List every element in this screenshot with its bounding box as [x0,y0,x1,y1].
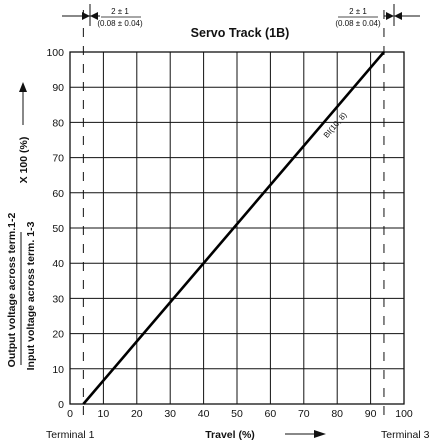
tolerance-imperial-left: (0.08 ± 0.04) [97,19,143,28]
x-tick-label: 90 [365,408,377,420]
y-tick-label: 20 [52,329,64,341]
x-tick-label: 0 [67,408,73,420]
x-axis-arrow [285,430,326,438]
y-axis-arrow [19,82,27,125]
x-tick-label: 80 [331,408,343,420]
y-axis-label-bottom: Input voltage across term. 1-3 [25,221,37,370]
x-tick-labels: 0 10 20 30 40 50 60 70 80 90 100 [67,408,413,420]
terminal-3-label: Terminal 3 [381,429,430,441]
grid-lines [69,51,405,405]
series-layer [82,51,385,405]
x-tick-label: 10 [98,408,110,420]
x-tick-label: 70 [298,408,310,420]
y-tick-label: 70 [52,153,64,165]
tolerance-dimension-left: 2 ± 1 (0.08 ± 0.04) [62,4,143,28]
terminal-1-label: Terminal 1 [46,429,95,441]
tolerance-dimension-right: 2 ± 1 (0.08 ± 0.04) [335,4,420,28]
y-axis-multiplier: X 100 (%) [18,137,30,184]
x-tick-label: 60 [265,408,277,420]
x-tick-label: 100 [395,408,413,420]
x-tick-label: 50 [231,408,243,420]
y-tick-label: 40 [52,258,64,270]
y-tick-label: 100 [46,47,64,59]
terminal-markers [82,10,385,418]
y-tick-label: 30 [52,293,64,305]
y-tick-label: 50 [52,223,64,235]
y-tick-label: 0 [58,399,64,411]
y-axis-label-top: Output voltage across term.1-2 [6,213,18,368]
servo-track-line [82,51,385,405]
tolerance-imperial-right: (0.08 ± 0.04) [335,19,381,28]
tolerance-value-left: 2 ± 1 [111,7,129,16]
chart-title: Servo Track (1B) [191,26,290,40]
y-tick-label: 90 [52,82,64,94]
plot-frame [69,51,405,405]
y-tick-label: 80 [52,117,64,129]
y-tick-label: 10 [52,364,64,376]
x-tick-label: 20 [131,408,143,420]
y-tick-labels: 0 10 20 30 40 50 60 70 80 90 100 [46,47,64,411]
y-tick-label: 60 [52,188,64,200]
tolerance-value-right: 2 ± 1 [349,7,367,16]
x-tick-label: 40 [198,408,210,420]
line-annotation: BI(10, 8) [322,110,349,139]
x-tick-label: 30 [164,408,176,420]
x-axis-label: Travel (%) [205,429,255,441]
